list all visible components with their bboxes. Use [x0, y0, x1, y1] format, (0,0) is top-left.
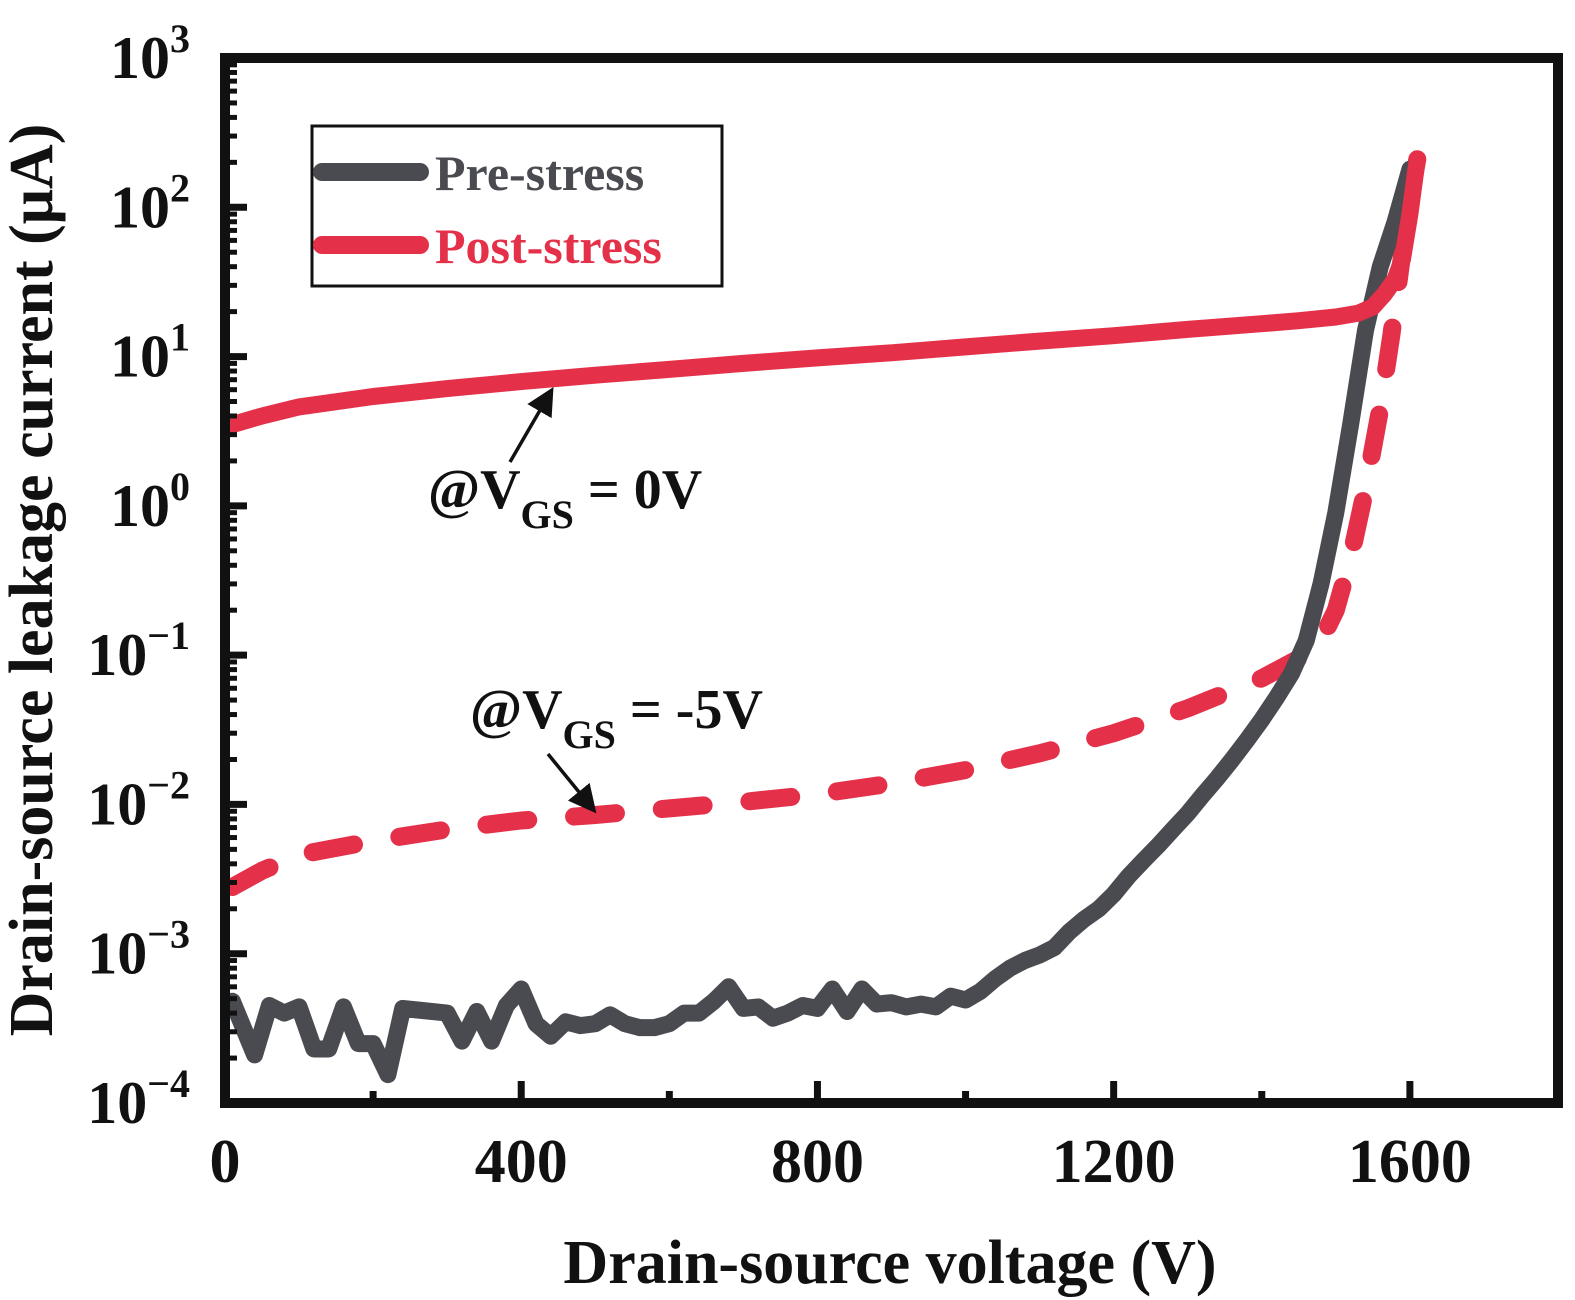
- y-tick-label: 101: [110, 315, 190, 390]
- y-tick-label: 100: [110, 464, 190, 539]
- legend-label-post-stress: Post-stress: [435, 218, 662, 274]
- legend: Pre-stress Post-stress: [310, 124, 724, 288]
- y-tick-exponent: −3: [147, 912, 190, 957]
- y-tick-exponent: 0: [170, 464, 190, 509]
- annotation-label: @VGS = -5V: [470, 679, 763, 757]
- y-axis-title: Drain-source leakage current (μA): [0, 124, 66, 1037]
- x-tick-label: 1600: [1348, 1128, 1472, 1196]
- y-tick-label: 10−1: [87, 613, 190, 688]
- y-tick-exponent: 2: [170, 165, 190, 210]
- annotation-subscript: GS: [563, 712, 616, 757]
- y-tick-label: 103: [110, 16, 190, 91]
- annotation-subscript: GS: [521, 492, 574, 537]
- y-tick-exponent: −4: [147, 1061, 190, 1106]
- series-layer: [223, 150, 1427, 1084]
- y-tick-base: 10: [87, 622, 147, 688]
- annotation-arrow: [508, 386, 554, 463]
- y-tick-base: 10: [110, 25, 170, 91]
- legend-label-pre-stress: Pre-stress: [435, 145, 644, 201]
- y-tick-label: 10−4: [87, 1061, 190, 1136]
- x-tick-label: 0: [210, 1128, 241, 1196]
- x-tick-label: 800: [771, 1128, 864, 1196]
- annotation-label: @VGS = 0V: [428, 459, 702, 537]
- annotation-tail: = 0V: [574, 459, 702, 521]
- y-tick-label: 10−2: [87, 762, 190, 837]
- x-tick-labels: 0 400 800 1200 1600: [210, 1128, 1472, 1196]
- y-tick-base: 10: [110, 324, 170, 390]
- plot-frame: [220, 53, 1563, 1108]
- y-tick-label: 102: [110, 165, 190, 240]
- y-tick-exponent: 1: [170, 315, 190, 360]
- series-line-pre-stress-vgs-0v: [223, 160, 1419, 1084]
- annotation-main: @V: [470, 679, 563, 741]
- y-tick-base: 10: [87, 1070, 147, 1136]
- annotation-arrow: [546, 752, 597, 814]
- y-tick-base: 10: [87, 771, 147, 837]
- x-axis-title: Drain-source voltage (V): [563, 1229, 1216, 1297]
- x-tick-label: 1200: [1052, 1128, 1176, 1196]
- y-tick-base: 10: [110, 473, 170, 539]
- annotation-tail: = -5V: [616, 679, 763, 741]
- annotations: @VGS = 0V@VGS = -5V: [428, 386, 763, 814]
- y-tick-exponent: −2: [147, 762, 190, 807]
- y-tick-label: 10−3: [87, 912, 190, 987]
- y-tick-exponent: −1: [147, 613, 190, 658]
- axis-ticks: [221, 62, 1414, 1103]
- annotation-main: @V: [428, 459, 521, 521]
- series-line-post-stress-vgs-minus5v: [223, 150, 1427, 896]
- y-tick-exponent: 3: [170, 16, 190, 61]
- legend-box: [310, 124, 724, 288]
- x-tick-label: 400: [475, 1128, 568, 1196]
- y-tick-base: 10: [87, 921, 147, 987]
- y-tick-base: 10: [110, 174, 170, 240]
